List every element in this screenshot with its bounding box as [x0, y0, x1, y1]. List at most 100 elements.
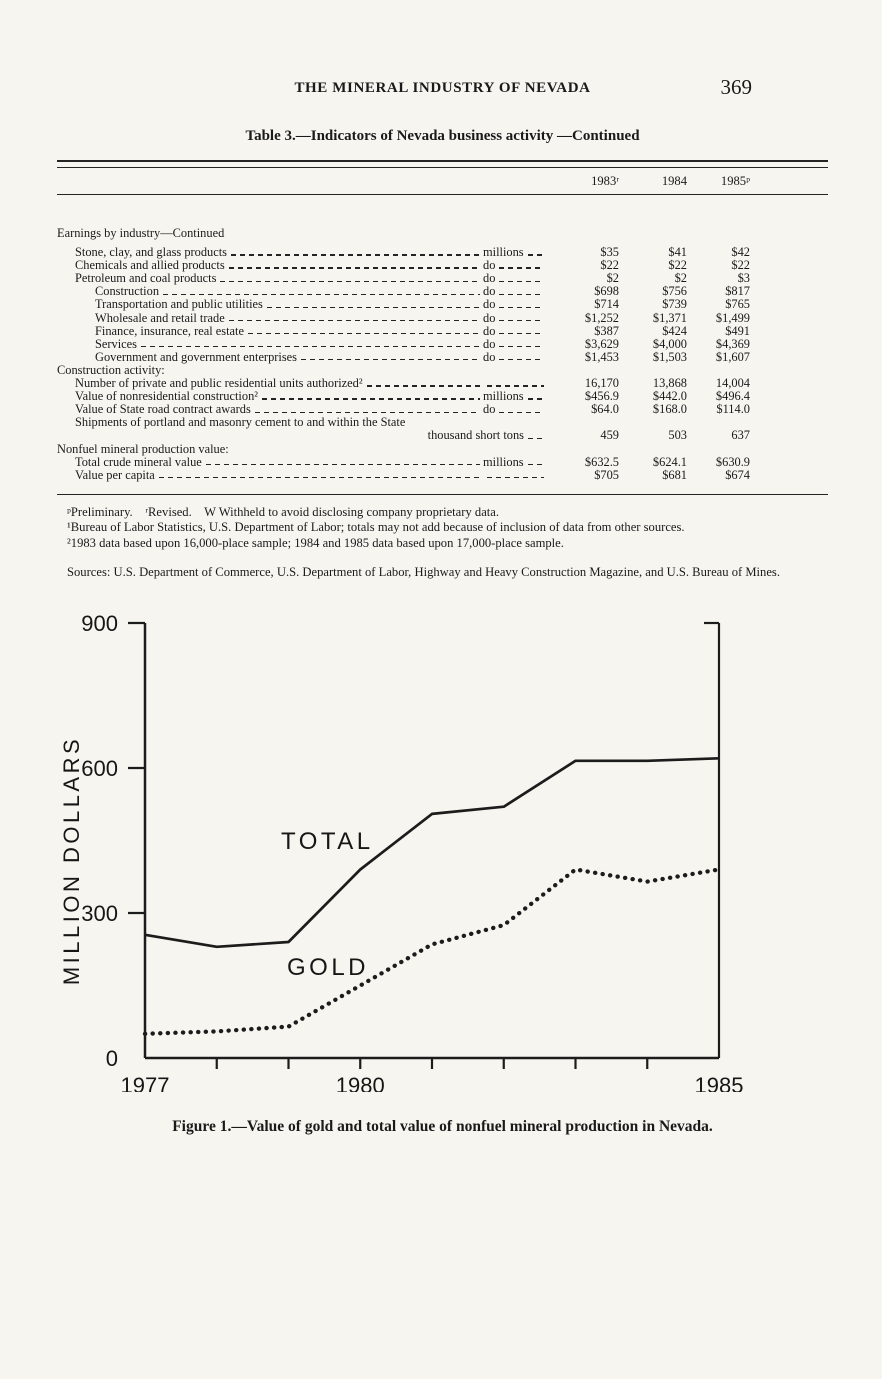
- figure-caption: Figure 1.—Value of gold and total value …: [172, 1118, 713, 1136]
- dash-leader: [527, 463, 544, 466]
- cell-value: $1,503: [652, 349, 687, 364]
- footnotes-block: ᵖPreliminary. ʳRevised. W Withheld to av…: [57, 505, 828, 552]
- table-row: Number of private and public residential…: [57, 376, 828, 391]
- cell-value: $22: [668, 258, 687, 273]
- unit-cell: do: [483, 403, 547, 416]
- dash-leader: [499, 280, 544, 282]
- cell-value: $1,453: [584, 349, 619, 364]
- unit-label: do: [483, 402, 496, 417]
- row-label: Transportation and public utilities: [95, 297, 263, 312]
- unit-cell: [483, 385, 547, 390]
- unit-label: do: [483, 297, 496, 312]
- row-label: Chemicals and allied products: [75, 258, 225, 273]
- dash-leader: [228, 319, 480, 322]
- row-label: Value of State road contract awards: [75, 402, 251, 417]
- dash-leader: [499, 306, 544, 309]
- table-row: Petroleum and coal products do $2 $2 $3: [57, 272, 828, 285]
- cell-value: $41: [668, 245, 687, 260]
- dash-leader: [266, 306, 480, 309]
- row-label: Construction: [95, 284, 160, 299]
- column-header: 1984: [661, 174, 687, 188]
- series-label-total: TOTAL: [281, 828, 374, 855]
- unit-label: millions: [483, 454, 524, 469]
- table-bottom-rule: [57, 493, 828, 495]
- spacer: [57, 174, 547, 189]
- cell-value: 637: [731, 428, 750, 443]
- x-tick-label: 1985: [695, 1073, 744, 1092]
- cell-value: $3,629: [584, 336, 619, 351]
- table-row: Government and government enterprises do $…: [57, 349, 828, 364]
- dash-leader: [366, 385, 480, 387]
- cell-value: $22: [731, 258, 750, 273]
- table-section-heading: Earnings by industry—Continued: [57, 226, 828, 240]
- cell-value: $714: [594, 297, 619, 312]
- unit-label: thousand short tons: [427, 428, 524, 443]
- cell-value: $387: [594, 323, 619, 338]
- sources-note: Sources: U.S. Department of Commerce, U.…: [67, 564, 780, 579]
- unit-label: do: [483, 323, 496, 338]
- cell-value: $1,607: [715, 349, 750, 364]
- page-header: THE MINERAL INDUSTRY OF NEVADA 369: [57, 75, 828, 104]
- cell-value: $491: [725, 323, 750, 338]
- table-row: Shipments of portland and masonry cement…: [57, 416, 828, 429]
- table-top-rule: [57, 160, 828, 168]
- cell-value: $765: [725, 297, 750, 312]
- dash-leader: [247, 332, 480, 335]
- footnote: ᵖPreliminary. ʳRevised. W Withheld to av…: [67, 504, 500, 519]
- cell-value: 503: [668, 428, 687, 443]
- dash-leader: [487, 385, 544, 387]
- dash-leader: [487, 476, 544, 479]
- unit-cell: do: [483, 285, 547, 298]
- cell-value: 13,868: [652, 376, 687, 391]
- unit-label: do: [483, 336, 496, 351]
- cell-value: $681: [662, 467, 687, 482]
- cell-value: $1,371: [652, 310, 687, 325]
- table-row: Stone, clay, and glass products millions $…: [57, 245, 828, 260]
- cell-value: $3: [737, 271, 750, 286]
- dash-leader: [499, 267, 544, 269]
- row-label: Value per capita: [75, 467, 155, 482]
- cell-value: $2: [674, 271, 687, 286]
- unit-cell: do: [483, 350, 547, 364]
- unit-label: millions: [483, 389, 524, 404]
- dash-leader: [300, 359, 480, 361]
- row-label: Government and government enterprises: [95, 349, 297, 364]
- unit-cell: do: [483, 298, 547, 311]
- table-body: Earnings by industry—Continued Stone, cla…: [57, 226, 828, 482]
- unit-label: do: [483, 271, 496, 286]
- cell-value: $22: [600, 258, 619, 273]
- dash-leader: [140, 346, 480, 348]
- running-head: THE MINERAL INDUSTRY OF NEVADA: [294, 80, 591, 96]
- unit-cell: do: [483, 311, 547, 325]
- dash-leader: [163, 293, 480, 295]
- cell-value: $674: [725, 467, 750, 482]
- dash-leader: [499, 319, 544, 322]
- cell-value: $739: [662, 297, 687, 312]
- cell-value: $1,499: [715, 310, 750, 325]
- dash-leader: [499, 359, 544, 361]
- line-chart: 0 300 600 900 1977 1980 1985 MILLION DOLLARS TOT…: [59, 612, 744, 1092]
- table-section-heading: Construction activity:: [57, 362, 828, 377]
- cell-value: $496.4: [715, 389, 750, 404]
- table-row: Value of State road contract awards do $64…: [57, 403, 828, 416]
- unit-label: do: [483, 284, 496, 299]
- cell-value: $456.9: [584, 389, 619, 404]
- table-header-rule: [57, 194, 828, 195]
- unit-label: do: [483, 258, 496, 273]
- row-label: Number of private and public residential…: [75, 376, 363, 391]
- cell-value: 459: [600, 428, 619, 443]
- cell-value: $756: [662, 284, 687, 299]
- dash-leader: [230, 254, 480, 256]
- table-row: Finance, insurance, real estate do $387 $42…: [57, 323, 828, 338]
- dash-leader: [220, 280, 480, 282]
- dash-leader: [262, 398, 480, 400]
- table-row: Value of nonresidential construction² mil…: [57, 390, 828, 403]
- dash-leader: [499, 293, 544, 295]
- section-label: Nonfuel mineral production value:: [57, 441, 229, 456]
- x-tick-label: 1980: [336, 1073, 385, 1092]
- cell-value: $114.0: [716, 402, 750, 417]
- dash-leader: [158, 476, 480, 479]
- section-label: Construction activity:: [57, 362, 165, 377]
- footnote: ²1983 data based upon 16,000-place sampl…: [67, 535, 564, 550]
